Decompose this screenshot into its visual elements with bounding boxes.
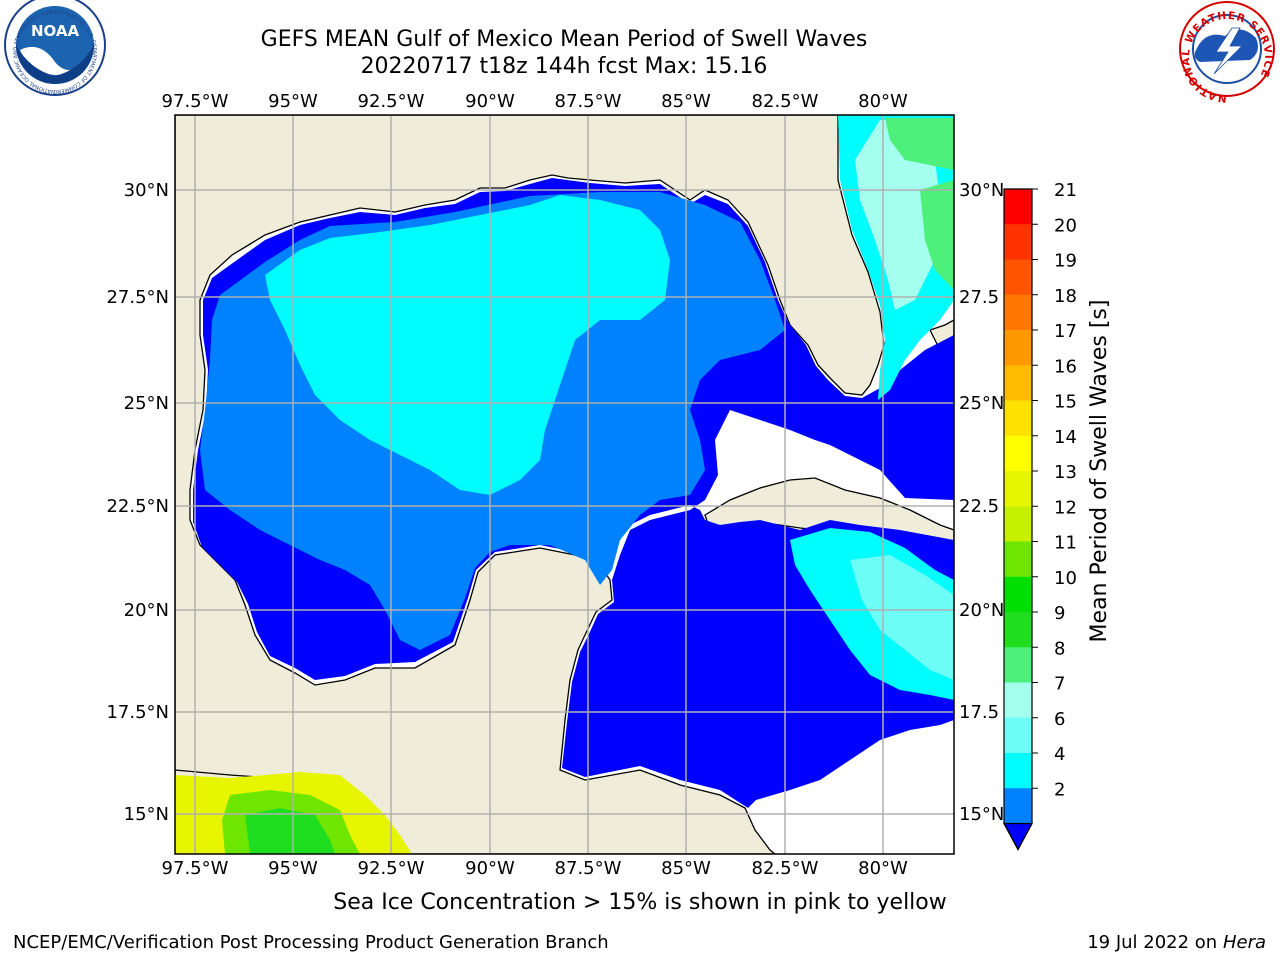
lat-label-left: 22.5°N <box>106 496 169 517</box>
footer-date: 19 Jul 2022 on Hera <box>1087 932 1266 953</box>
lon-label-bottom: 90°W <box>465 858 515 879</box>
colorbar-segment <box>1004 788 1032 824</box>
map-title: GEFS MEAN Gulf of Mexico Mean Period of … <box>260 27 868 52</box>
map-area <box>175 115 954 854</box>
swell-band-pacific-green-2 <box>245 808 335 854</box>
lon-label-bottom: 95°W <box>268 858 318 879</box>
colorbar-tick-label: 8 <box>1054 638 1065 659</box>
lat-label-right: 17.5 <box>959 702 999 723</box>
colorbar-segment <box>1004 294 1032 331</box>
colorbar-segment <box>1004 224 1032 260</box>
colorbar-segment <box>1004 576 1032 613</box>
lon-label-bottom: 97.5°W <box>162 858 229 879</box>
latitude-labels-right: 30°N 27.5 25°N 22.5 20°N 17.5 15°N <box>959 180 1004 825</box>
colorbar-tick-label: 15 <box>1054 392 1077 413</box>
lon-label-top: 85°W <box>661 91 711 112</box>
lat-label-left: 17.5°N <box>106 702 169 723</box>
colorbar-segment <box>1004 189 1032 225</box>
lon-label-bottom: 85°W <box>661 858 711 879</box>
lat-label-right: 25°N <box>959 393 1004 414</box>
longitude-labels-top: 97.5°W 95°W 92.5°W 90°W 87.5°W 85°W 82.5°W 80°W <box>162 91 908 112</box>
colorbar-tick-label: 4 <box>1054 744 1065 765</box>
lon-label-top: 95°W <box>268 91 318 112</box>
lon-label-bottom: 82.5°W <box>752 858 819 879</box>
lat-label-right: 20°N <box>959 600 1004 621</box>
colorbar: 21 20 19 18 17 16 15 14 13 12 11 10 9 8 7 6 4 2 <box>1002 180 1077 851</box>
colorbar-segment <box>1004 259 1032 296</box>
colorbar-tick-label: 10 <box>1054 568 1077 589</box>
sea-ice-note: Sea Ice Concentration > 15% is shown in … <box>333 890 947 915</box>
lat-label-left: 30°N <box>124 180 169 201</box>
map-gridlines <box>175 115 954 854</box>
colorbar-tick-label: 19 <box>1054 251 1077 272</box>
colorbar-segment <box>1004 753 1032 789</box>
colorbar-extend-arrow <box>1002 822 1034 851</box>
colorbar-tick-label: 12 <box>1054 497 1077 518</box>
swell-band-6-7s <box>265 195 670 495</box>
colorbar-segment <box>1004 647 1032 683</box>
colorbar-segment <box>1004 435 1032 472</box>
map-frame <box>174 114 955 855</box>
lon-label-bottom: 92.5°W <box>358 858 425 879</box>
footer-host: Hera <box>1222 932 1266 953</box>
lat-label-right: 22.5 <box>959 496 999 517</box>
nws-logo: NATIONAL WEATHER SERVICE <box>1179 1 1275 104</box>
colorbar-tick-label: 2 <box>1054 779 1065 800</box>
colorbar-tick-label: 17 <box>1054 321 1077 342</box>
colorbar-segment <box>1004 506 1032 542</box>
footer-date-text: 19 Jul 2022 on <box>1087 932 1223 953</box>
lat-label-left: 25°N <box>124 393 169 414</box>
swell-band-caribbean-inner <box>850 555 954 680</box>
swell-band-east-atlantic-inner <box>855 120 940 310</box>
colorbar-tick-label: 14 <box>1054 427 1077 448</box>
colorbar-tick-label: 9 <box>1054 603 1065 624</box>
colorbar-tick-label: 18 <box>1054 286 1077 307</box>
lon-label-top: 90°W <box>465 91 515 112</box>
colorbar-tick-label: 7 <box>1054 674 1065 695</box>
lat-label-left: 15°N <box>124 804 169 825</box>
colorbar-label: Mean Period of Swell Waves [s] <box>1087 300 1112 643</box>
lon-label-bottom: 80°W <box>858 858 908 879</box>
lon-label-top: 87.5°W <box>555 91 622 112</box>
lat-label-right: 27.5 <box>959 287 999 308</box>
lat-label-left: 27.5°N <box>106 287 169 308</box>
colorbar-tick-label: 13 <box>1054 462 1077 483</box>
colorbar-outline <box>1003 188 1033 851</box>
lat-label-right: 15°N <box>959 804 1004 825</box>
lat-label-left: 20°N <box>124 600 169 621</box>
colorbar-segment <box>1004 541 1032 578</box>
colorbar-segment <box>1004 330 1032 366</box>
map-subtitle: 20220717 t18z 144h fcst Max: 15.16 <box>360 54 768 79</box>
lon-label-top: 82.5°W <box>752 91 819 112</box>
colorbar-segment <box>1004 365 1032 401</box>
lon-label-top: 92.5°W <box>358 91 425 112</box>
colorbar-segment <box>1004 612 1032 648</box>
latitude-labels-left: 30°N 27.5°N 25°N 22.5°N 20°N 17.5°N 15°N <box>106 180 169 825</box>
colorbar-tick-label: 16 <box>1054 356 1077 377</box>
lon-label-bottom: 87.5°W <box>555 858 622 879</box>
colorbar-tick-label: 21 <box>1054 180 1077 201</box>
lon-label-top: 80°W <box>858 91 908 112</box>
swell-band-east-green <box>885 118 954 170</box>
colorbar-tick-label: 6 <box>1054 709 1065 730</box>
lon-label-top: 97.5°W <box>162 91 229 112</box>
noaa-logo-text: NOAA <box>31 22 80 40</box>
longitude-labels-bottom: 97.5°W 95°W 92.5°W 90°W 87.5°W 85°W 82.5°W 80°W <box>162 858 908 879</box>
colorbar-segment <box>1004 682 1032 719</box>
lat-label-right: 30°N <box>959 180 1004 201</box>
noaa-logo: NOAA NATIONAL OCEANIC AND ATMOSPHERIC AD… <box>0 0 106 96</box>
colorbar-segment <box>1004 717 1032 754</box>
swell-band-east-green-2 <box>920 180 954 290</box>
colorbar-segment <box>1004 400 1032 437</box>
colorbar-segment <box>1004 471 1032 507</box>
colorbar-tick-label: 20 <box>1054 215 1077 236</box>
footer-credit: NCEP/EMC/Verification Post Processing Pr… <box>13 932 609 953</box>
colorbar-tick-label: 11 <box>1054 533 1077 554</box>
